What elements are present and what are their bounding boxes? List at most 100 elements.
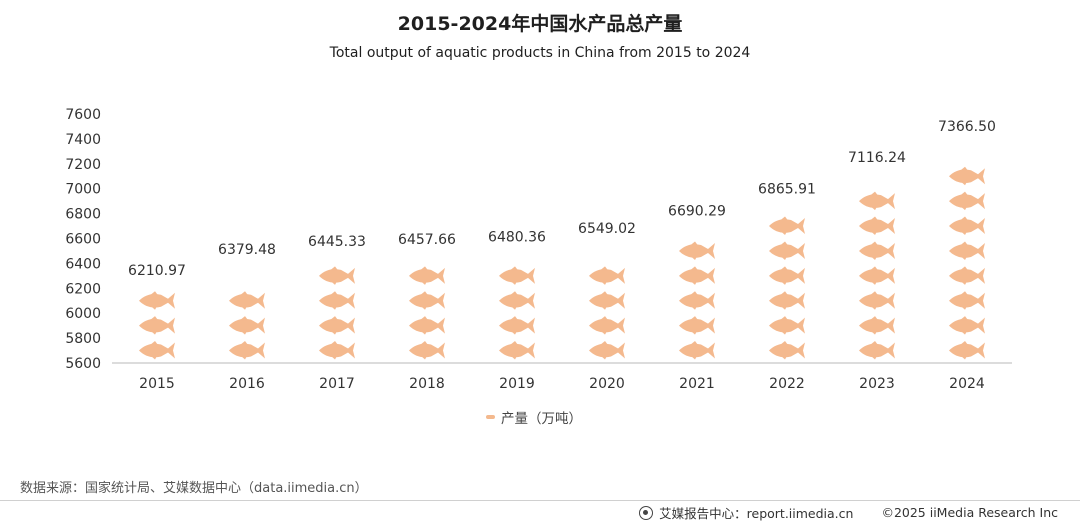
fish-icon bbox=[319, 341, 355, 360]
fish-icon bbox=[949, 291, 985, 310]
fish-icon bbox=[319, 291, 355, 310]
value-label: 6549.02 bbox=[578, 221, 636, 237]
fish-icon bbox=[859, 341, 895, 360]
fish-icon bbox=[319, 266, 355, 285]
legend: 产量（万吨） bbox=[486, 407, 582, 427]
fish-icon bbox=[499, 291, 535, 310]
value-label: 7366.50 bbox=[938, 119, 996, 135]
fish-icon bbox=[949, 241, 985, 260]
x-tick-label: 2018 bbox=[409, 376, 445, 392]
bar-2018 bbox=[409, 256, 445, 360]
fish-icon bbox=[769, 341, 805, 360]
fish-icon bbox=[679, 227, 715, 236]
x-tick-label: 2019 bbox=[499, 376, 535, 392]
x-tick-label: 2021 bbox=[679, 376, 715, 392]
x-tick-label: 2016 bbox=[229, 376, 265, 392]
fish-icon bbox=[499, 341, 535, 360]
x-tick-label: 2015 bbox=[139, 376, 175, 392]
fish-icon bbox=[409, 316, 445, 335]
value-label: 6480.36 bbox=[488, 229, 546, 245]
y-tick-label: 6400 bbox=[65, 256, 101, 272]
fish-icon bbox=[679, 341, 715, 360]
fish-icon bbox=[229, 266, 265, 285]
bar-2017 bbox=[319, 257, 355, 360]
x-tick-label: 2017 bbox=[319, 376, 355, 392]
bar-2016 bbox=[229, 266, 265, 360]
x-tick-label: 2022 bbox=[769, 376, 805, 392]
fish-icon bbox=[499, 316, 535, 335]
y-tick-label: 5800 bbox=[65, 331, 101, 347]
y-tick-label: 6200 bbox=[65, 281, 101, 297]
fish-icon bbox=[949, 216, 985, 236]
value-label: 6865.91 bbox=[758, 181, 816, 197]
bar-2024 bbox=[949, 143, 985, 360]
fish-icon bbox=[499, 266, 535, 285]
fish-icon bbox=[589, 316, 625, 335]
x-tick-label: 2023 bbox=[859, 376, 895, 392]
fish-icon bbox=[319, 316, 355, 335]
y-tick-label: 7200 bbox=[65, 157, 101, 173]
fish-icon bbox=[859, 174, 895, 186]
bar-2020 bbox=[589, 244, 625, 360]
fish-icon bbox=[859, 241, 895, 260]
fish-icon bbox=[949, 316, 985, 335]
fish-icon bbox=[409, 341, 445, 360]
bar-2021 bbox=[679, 227, 715, 360]
fish-icon bbox=[229, 316, 265, 335]
fish-icon bbox=[679, 291, 715, 310]
fish-icon bbox=[409, 291, 445, 310]
fish-icon bbox=[229, 341, 265, 360]
y-tick-label: 7400 bbox=[65, 132, 101, 148]
value-label: 6445.33 bbox=[308, 234, 366, 250]
fish-icon bbox=[589, 266, 625, 285]
y-tick-label: 7000 bbox=[65, 182, 101, 198]
bar-2023 bbox=[859, 174, 895, 360]
iimedia-logo-icon bbox=[639, 505, 654, 520]
footer-divider bbox=[0, 500, 1080, 501]
fish-icon bbox=[859, 266, 895, 285]
chart-subtitle: Total output of aquatic products in Chin… bbox=[329, 45, 751, 61]
fish-icon bbox=[769, 241, 805, 260]
fish-icon bbox=[589, 291, 625, 310]
fish-icon bbox=[859, 291, 895, 310]
chart-title: 2015-2024年中国水产品总产量 bbox=[397, 13, 683, 35]
fish-icon bbox=[679, 266, 715, 285]
fish-icon bbox=[409, 266, 445, 285]
y-tick-label: 6600 bbox=[65, 232, 101, 248]
legend-label: 产量（万吨） bbox=[501, 411, 582, 427]
fish-icon bbox=[949, 341, 985, 360]
fish-icon bbox=[949, 266, 985, 285]
fish-icon bbox=[769, 216, 805, 236]
fish-icon bbox=[589, 244, 625, 260]
y-tick-label: 6800 bbox=[65, 207, 101, 223]
footer: 艾媒报告中心：report.iimedia.cn ©2025 iiMedia R… bbox=[639, 503, 1058, 522]
x-tick-label: 2024 bbox=[949, 376, 985, 392]
fish-icon bbox=[679, 241, 715, 260]
value-label: 6457.66 bbox=[398, 232, 456, 248]
fish-icon bbox=[859, 316, 895, 335]
y-tick-label: 6000 bbox=[65, 306, 101, 322]
value-label: 6210.97 bbox=[128, 263, 186, 279]
x-tick-label: 2020 bbox=[589, 376, 625, 392]
fish-icon bbox=[949, 166, 985, 186]
fish-icon bbox=[679, 316, 715, 335]
value-label: 7116.24 bbox=[848, 150, 906, 166]
value-label: 6379.48 bbox=[218, 242, 276, 258]
fish-icon bbox=[949, 191, 985, 211]
y-tick-label: 5600 bbox=[65, 356, 101, 372]
fish-icon bbox=[139, 316, 175, 335]
fish-icon bbox=[859, 191, 895, 211]
bar-2022 bbox=[769, 205, 805, 360]
report-link[interactable]: 艾媒报告中心：report.iimedia.cn bbox=[659, 506, 854, 521]
fish-icon bbox=[139, 341, 175, 360]
fish-icon bbox=[139, 291, 175, 310]
copyright: ©2025 iiMedia Research Inc bbox=[881, 505, 1058, 520]
fish-icon bbox=[949, 143, 985, 161]
value-label: 6690.29 bbox=[668, 203, 726, 219]
bar-2019 bbox=[499, 253, 535, 360]
data-source: 数据来源：国家统计局、艾媒数据中心（data.iimedia.cn） bbox=[20, 481, 368, 496]
fish-icon bbox=[486, 415, 495, 419]
y-tick-label: 7600 bbox=[65, 107, 101, 123]
fish-icon bbox=[859, 216, 895, 236]
fish-icon bbox=[229, 291, 265, 310]
